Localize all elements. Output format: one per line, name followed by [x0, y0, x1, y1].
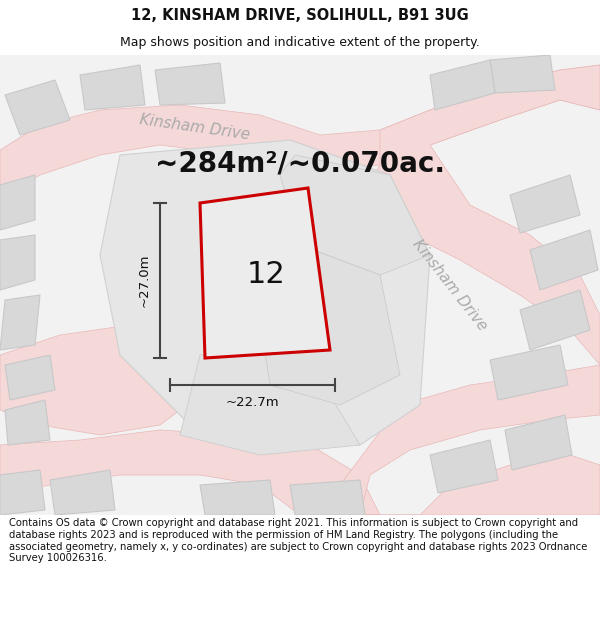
Polygon shape [50, 470, 115, 515]
Text: 12, KINSHAM DRIVE, SOLIHULL, B91 3UG: 12, KINSHAM DRIVE, SOLIHULL, B91 3UG [131, 8, 469, 23]
Polygon shape [5, 400, 50, 445]
Polygon shape [180, 345, 360, 455]
Text: Contains OS data © Crown copyright and database right 2021. This information is : Contains OS data © Crown copyright and d… [9, 518, 587, 563]
Polygon shape [340, 365, 600, 515]
Polygon shape [5, 80, 70, 135]
Text: ~284m²/~0.070ac.: ~284m²/~0.070ac. [155, 149, 445, 177]
Polygon shape [0, 235, 35, 290]
Text: Map shows position and indicative extent of the property.: Map shows position and indicative extent… [120, 36, 480, 49]
Polygon shape [520, 290, 590, 350]
Polygon shape [155, 63, 225, 105]
Polygon shape [0, 295, 40, 350]
Polygon shape [0, 55, 600, 515]
Polygon shape [510, 175, 580, 233]
Polygon shape [100, 140, 430, 445]
Text: Kinsham Drive: Kinsham Drive [410, 236, 490, 334]
Text: 12: 12 [247, 260, 285, 289]
Polygon shape [5, 355, 55, 400]
Text: Kinsham Drive: Kinsham Drive [139, 112, 251, 142]
Polygon shape [505, 415, 572, 470]
Polygon shape [0, 325, 200, 435]
Polygon shape [490, 55, 555, 93]
Text: ~22.7m: ~22.7m [226, 396, 280, 409]
Polygon shape [290, 480, 365, 515]
Polygon shape [490, 345, 568, 400]
Polygon shape [280, 155, 430, 275]
Polygon shape [80, 65, 145, 110]
Polygon shape [0, 470, 45, 515]
Polygon shape [0, 430, 380, 515]
Polygon shape [350, 65, 600, 365]
Polygon shape [430, 440, 498, 493]
Polygon shape [0, 65, 600, 200]
Polygon shape [255, 245, 400, 405]
Polygon shape [200, 480, 275, 515]
Polygon shape [430, 60, 495, 110]
Text: ~27.0m: ~27.0m [137, 254, 151, 308]
Polygon shape [200, 188, 330, 358]
Polygon shape [0, 175, 35, 230]
Polygon shape [530, 230, 598, 290]
